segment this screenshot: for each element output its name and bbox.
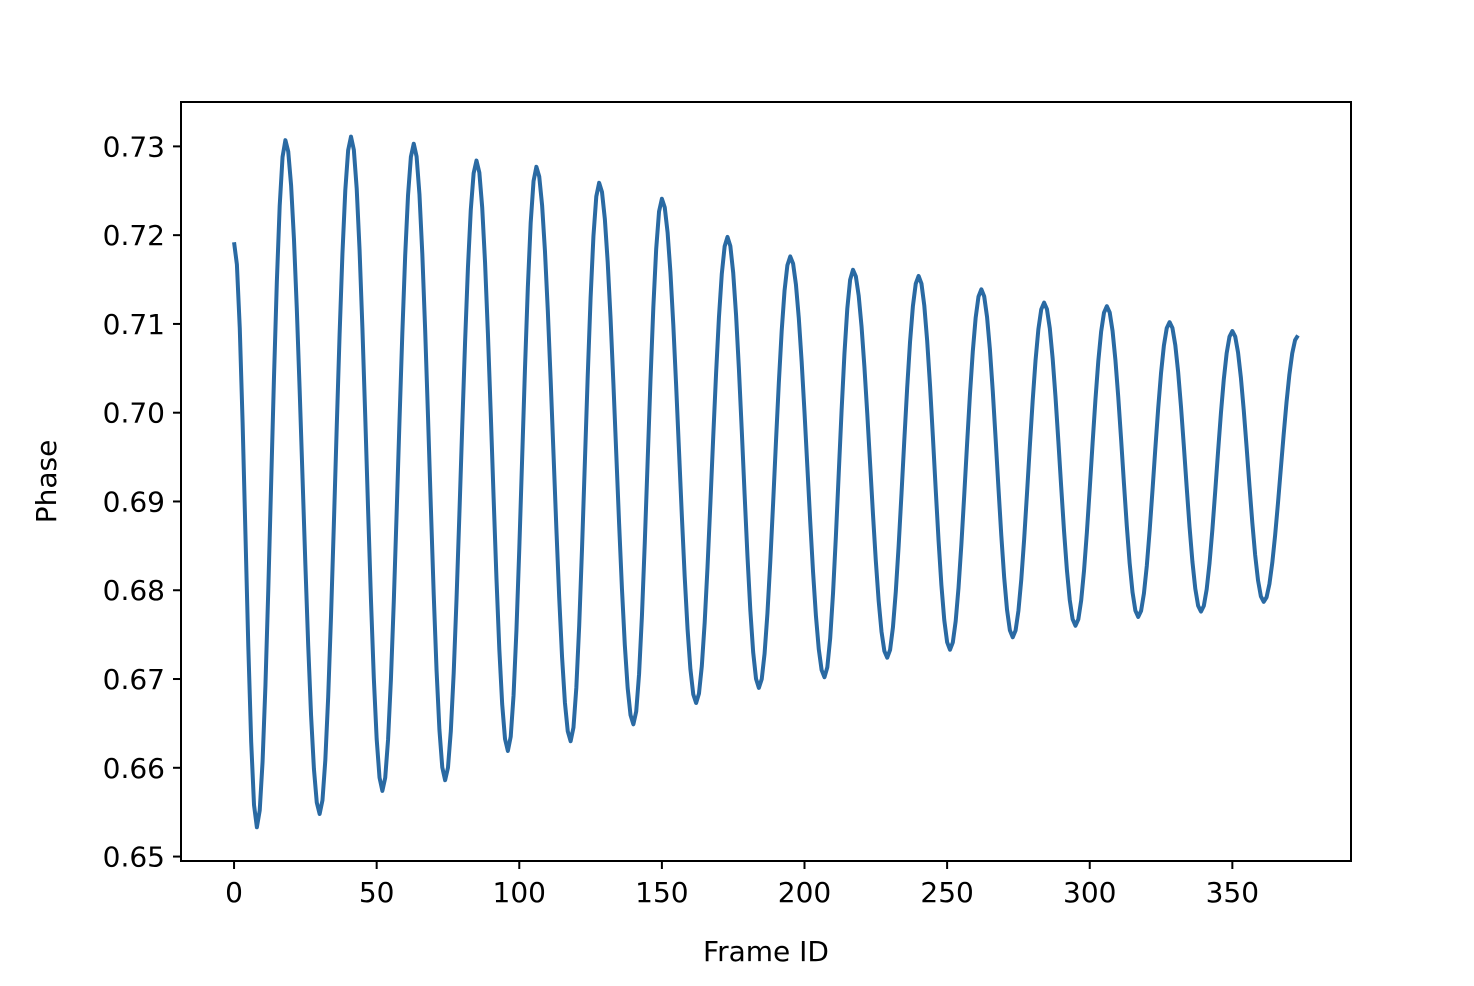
x-axis: 0 50 100 150 200 250 300 350 [225, 861, 1259, 909]
y-tick-label: 0.67 [103, 663, 165, 696]
y-tick-label: 0.70 [103, 397, 165, 430]
y-tick-label: 0.71 [103, 308, 165, 341]
x-tick-label: 350 [1206, 876, 1259, 909]
plot-area [232, 134, 1300, 830]
x-tick-label: 200 [778, 876, 831, 909]
x-tick-label: 50 [359, 876, 395, 909]
y-tick-label: 0.72 [103, 219, 165, 252]
series-line-0 [232, 134, 1300, 830]
y-axis-label: Phase [30, 440, 63, 524]
y-tick-label: 0.65 [103, 841, 165, 874]
x-tick-label: 0 [225, 876, 243, 909]
y-tick-label: 0.69 [103, 485, 165, 518]
x-tick-label: 300 [1063, 876, 1116, 909]
x-tick-label: 100 [493, 876, 546, 909]
x-tick-label: 150 [635, 876, 688, 909]
y-tick-label: 0.73 [103, 130, 165, 163]
x-tick-label: 250 [920, 876, 973, 909]
y-tick-label: 0.66 [103, 752, 165, 785]
x-axis-label: Frame ID [703, 935, 829, 968]
y-tick-label: 0.68 [103, 574, 165, 607]
y-axis: 0.65 0.66 0.67 0.68 0.69 0.70 0.71 0.72 0.73 [103, 130, 181, 874]
axes-frame [180, 101, 1352, 862]
